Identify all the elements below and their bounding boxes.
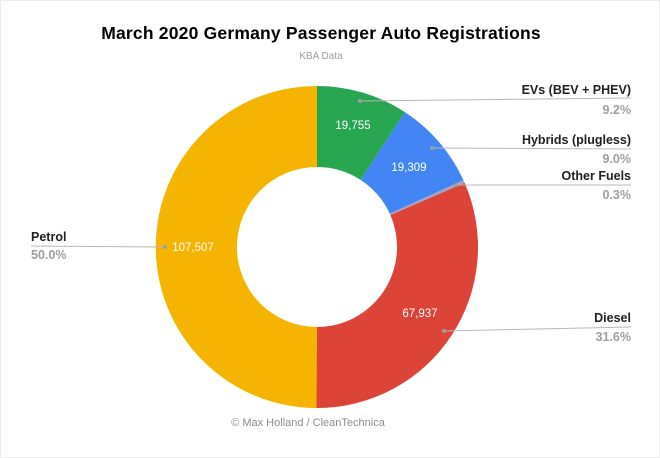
callout-pct-hybrids: 9.0% (603, 152, 632, 166)
callout-label-petrol: Petrol (31, 230, 66, 244)
callout-label-evs: EVs (BEV + PHEV) (522, 83, 631, 97)
leader-line-petrol (30, 245, 166, 248)
callout-label-hybrids: Hybrids (plugless) (522, 133, 631, 147)
slice-hybrids-plugless[interactable] (360, 112, 464, 214)
leader-line-evs (359, 97, 632, 102)
value-label-evs: 19,755 (335, 120, 370, 132)
slice-value-labels: 19,755 19,309 67,937 107,507 (172, 120, 437, 320)
callout-hybrids: Hybrids (plugless) 9.0% (430, 133, 632, 166)
callout-diesel: Diesel 31.6% (442, 311, 632, 344)
callout-pct-diesel: 31.6% (596, 330, 631, 344)
copyright-credit: © Max Holland / CleanTechnica (231, 417, 385, 429)
donut-slices (155, 85, 478, 409)
slice-other-fuels[interactable] (389, 180, 465, 216)
value-label-hybrids: 19,309 (391, 162, 426, 174)
leader-dot-petrol (163, 245, 167, 249)
leader-dot-diesel (442, 329, 446, 333)
leader-line-diesel (443, 326, 632, 332)
callout-other-fuels: Other Fuels 0.3% (454, 169, 631, 202)
chart-subtitle: KBA Data (299, 51, 343, 62)
slice-petrol[interactable] (155, 85, 317, 408)
slice-evs-bev-phev[interactable] (317, 86, 405, 180)
leader-dot-hybrids (430, 146, 434, 150)
leader-dot-evs (358, 99, 362, 103)
chart-title: March 2020 Germany Passenger Auto Regist… (101, 23, 541, 43)
value-label-diesel: 67,937 (402, 308, 437, 320)
callout-pct-evs: 9.2% (603, 103, 632, 117)
slice-diesel[interactable] (316, 182, 478, 409)
leader-dot-other-fuels (454, 183, 458, 187)
callout-pct-petrol: 50.0% (31, 248, 66, 262)
callout-label-other-fuels: Other Fuels (562, 169, 632, 183)
leader-line-hybrids (431, 147, 632, 150)
value-label-petrol: 107,507 (172, 242, 214, 254)
callout-label-diesel: Diesel (594, 311, 631, 325)
callout-evs: EVs (BEV + PHEV) 9.2% (358, 83, 632, 117)
callout-pct-other-fuels: 0.3% (603, 188, 632, 202)
callout-petrol: Petrol 50.0% (30, 230, 167, 262)
